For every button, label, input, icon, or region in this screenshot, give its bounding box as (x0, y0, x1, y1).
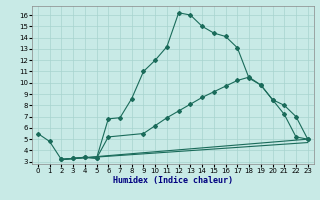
X-axis label: Humidex (Indice chaleur): Humidex (Indice chaleur) (113, 176, 233, 185)
